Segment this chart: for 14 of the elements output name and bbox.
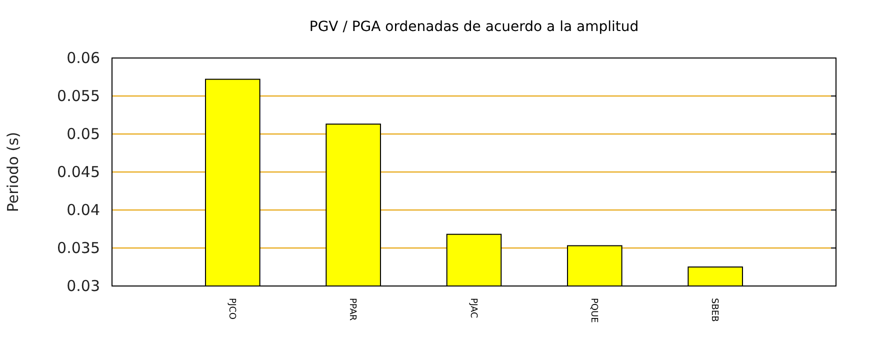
x-tick-label: PJCO [226,298,237,320]
y-tick-label: 0.035 [57,238,100,257]
chart-title: PGV / PGA ordenadas de acuerdo a la amplitud [309,19,639,35]
y-axis-title: Periodo (s) [4,132,22,212]
y-tick-label: 0.055 [57,86,100,105]
y-tick-label: 0.04 [66,200,100,219]
y-tick-label: 0.06 [66,48,100,67]
x-tick-label: SBEB [709,298,720,322]
x-tick-label: PQUE [588,298,599,324]
x-tick-label: PJAC [468,298,478,318]
y-tick-label: 0.03 [66,276,100,295]
y-tick-label: 0.045 [57,162,100,181]
y-tick-label: 0.05 [66,124,100,143]
x-tick-label: PPAR [347,298,358,321]
